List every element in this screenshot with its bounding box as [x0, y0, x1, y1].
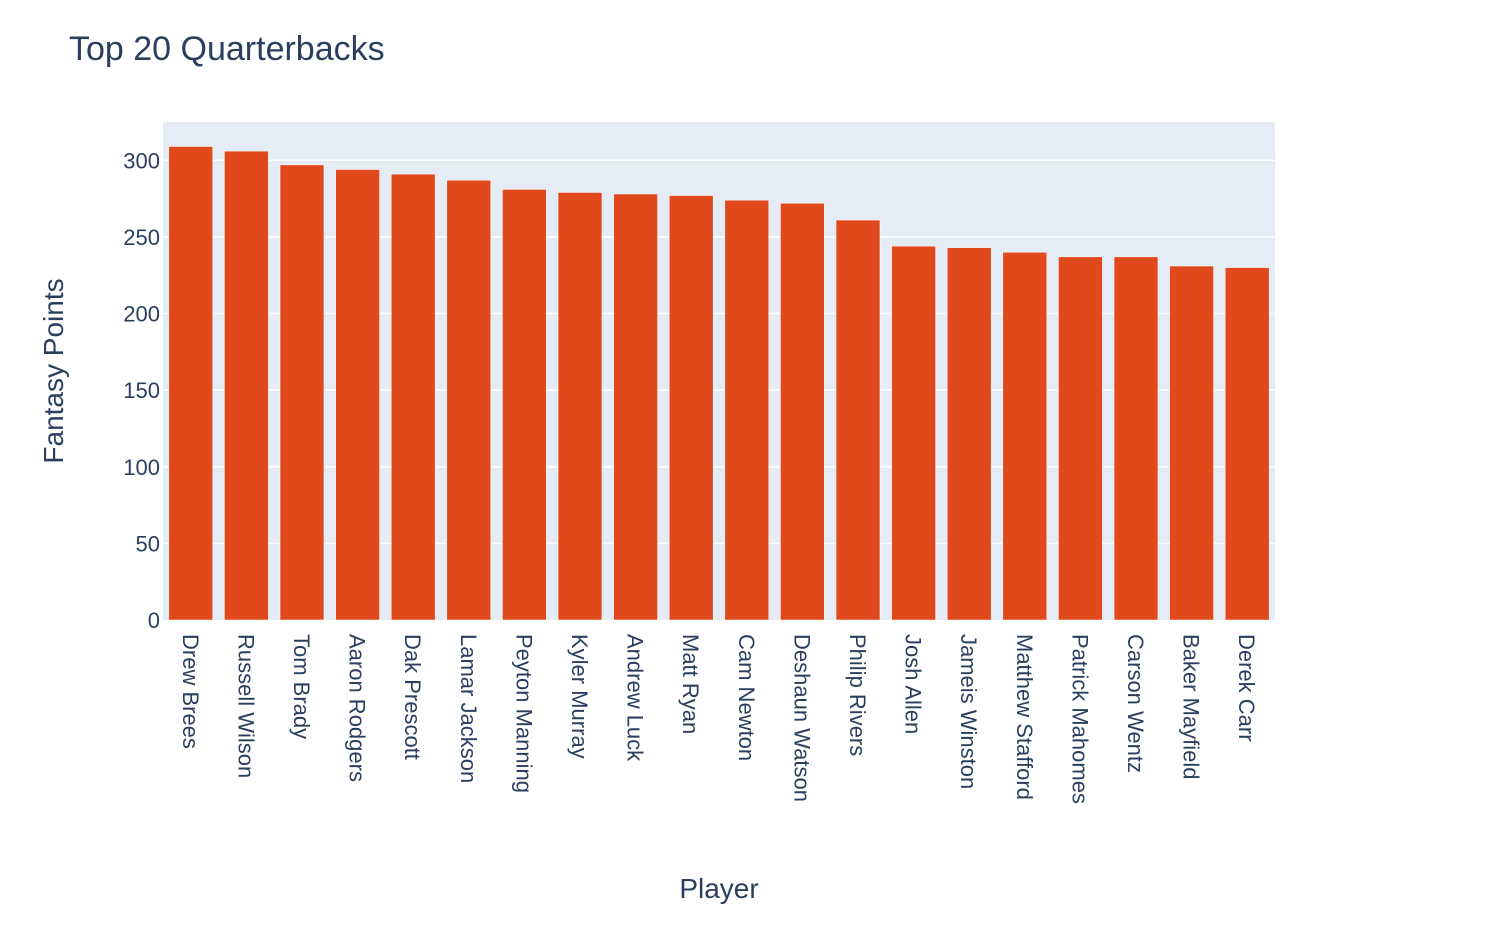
- x-tick-label: Cam Newton: [734, 634, 759, 761]
- x-tick-label: Russell Wilson: [233, 634, 258, 778]
- bar: [1113, 256, 1159, 621]
- x-tick-label: Dak Prescott: [400, 634, 425, 760]
- x-tick-label: Matthew Stafford: [1012, 634, 1037, 800]
- bar: [446, 179, 492, 621]
- y-tick-label: 100: [123, 455, 160, 480]
- bar: [502, 189, 547, 621]
- bar: [1224, 267, 1270, 621]
- plot-background: [163, 122, 1275, 620]
- bar: [557, 192, 603, 621]
- x-axis-ticks: Drew Brees Russell Wilson Tom Brady Aaron R…: [178, 634, 1259, 804]
- x-tick-label: Philip Rivers: [845, 634, 870, 756]
- bars: [168, 146, 1270, 621]
- x-tick-label: Tom Brady: [289, 634, 314, 739]
- x-tick-label: Aaron Rodgers: [345, 634, 370, 782]
- bar: [1169, 265, 1214, 621]
- y-tick-label: 300: [123, 148, 160, 173]
- bar: [724, 199, 770, 621]
- bar: [168, 146, 214, 621]
- bar: [1002, 251, 1048, 621]
- x-tick-label: Baker Mayfield: [1179, 634, 1204, 780]
- bar: [390, 173, 436, 621]
- x-tick-label: Derek Carr: [1234, 634, 1259, 742]
- x-tick-label: Deshaun Watson: [789, 634, 814, 802]
- x-tick-label: Josh Allen: [901, 634, 926, 734]
- y-tick-label: 0: [148, 608, 160, 633]
- y-tick-label: 50: [136, 531, 160, 556]
- bar: [668, 195, 714, 621]
- bar: [335, 169, 380, 621]
- x-tick-label: Kyler Murray: [567, 634, 592, 759]
- bar: [613, 193, 658, 621]
- x-tick-label: Peyton Manning: [511, 634, 536, 793]
- bar: [891, 245, 936, 621]
- x-axis-title: Player: [679, 873, 758, 904]
- x-tick-label: Matt Ryan: [678, 634, 703, 734]
- bar: [946, 247, 992, 621]
- bar: [224, 150, 269, 621]
- y-tick-label: 250: [123, 225, 160, 250]
- chart-title: Top 20 Quarterbacks: [69, 30, 385, 68]
- y-axis-ticks: 0 50 100 150 200 250 300: [123, 148, 160, 633]
- x-tick-label: Carson Wentz: [1123, 634, 1148, 773]
- x-tick-label: Lamar Jackson: [456, 634, 481, 783]
- x-tick-label: Patrick Mahomes: [1067, 634, 1092, 804]
- x-tick-label: Drew Brees: [178, 634, 203, 749]
- y-tick-label: 200: [123, 302, 160, 327]
- bar: [1058, 256, 1103, 621]
- y-axis-title: Fantasy Points: [38, 278, 69, 463]
- bar: [780, 202, 825, 621]
- bar: [279, 164, 325, 621]
- y-tick-label: 150: [123, 378, 160, 403]
- x-tick-label: Jameis Winston: [956, 634, 981, 789]
- bar: [835, 219, 881, 621]
- x-tick-label: Andrew Luck: [623, 634, 648, 762]
